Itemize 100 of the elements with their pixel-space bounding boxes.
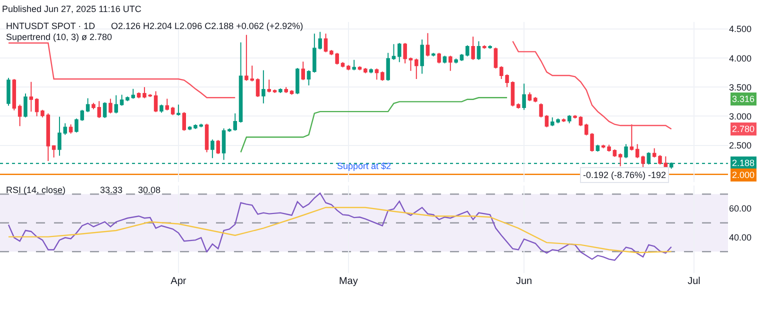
candlestick — [256, 78, 260, 98]
candlestick — [68, 124, 73, 134]
y-tick-label: 4.000 — [729, 53, 752, 64]
candlestick — [358, 66, 362, 71]
candlestick — [18, 104, 22, 127]
candlestick — [403, 42, 407, 64]
candlestick — [176, 104, 180, 116]
candlestick — [114, 94, 118, 114]
annotation: 30.08 — [138, 185, 161, 195]
candlestick — [386, 52, 390, 82]
candlestick — [278, 88, 282, 94]
candlestick — [40, 109, 44, 118]
y-tick-label: 40.00 — [729, 232, 752, 242]
x-tick-label: Jul — [688, 276, 700, 288]
candlestick — [267, 79, 271, 93]
candlestick — [160, 104, 164, 114]
candlestick — [630, 124, 634, 152]
candlestick — [578, 116, 583, 127]
candlestick — [567, 114, 572, 124]
candlestick — [596, 144, 600, 152]
y-tick-label: 2.500 — [729, 140, 752, 150]
candlestick — [476, 40, 481, 60]
annotation: 2.188 — [732, 158, 755, 168]
candlestick — [80, 109, 84, 122]
x-tick-label: May — [338, 276, 358, 288]
candlestick — [369, 68, 373, 74]
candlestick — [216, 140, 220, 155]
y-tick-label: 3.000 — [729, 111, 752, 122]
candlestick — [510, 80, 515, 107]
candlestick — [262, 70, 266, 104]
candlestick — [618, 152, 622, 167]
candlestick — [74, 118, 78, 133]
candlestick — [562, 118, 566, 123]
candlestick — [204, 123, 209, 153]
candlestick — [290, 90, 294, 96]
candlestick — [374, 68, 379, 80]
candlestick — [182, 112, 186, 132]
annotation: 2.780 — [732, 124, 755, 134]
y-tick-label: 4.500 — [729, 24, 752, 34]
candlestick — [522, 83, 526, 110]
candlestick — [12, 78, 16, 111]
candlestick — [24, 93, 28, 118]
candlestick — [420, 38, 424, 74]
annotation: Supertrend (10, 3) ø 2.780 — [6, 32, 112, 42]
candlestick — [165, 98, 170, 111]
candlestick — [63, 122, 68, 136]
candlestick — [533, 96, 538, 103]
candlestick — [154, 90, 158, 113]
x-tick-label: Apr — [170, 276, 187, 288]
candlestick — [516, 102, 520, 110]
candlestick — [414, 58, 418, 80]
candlestick — [46, 112, 50, 162]
candlestick — [460, 54, 464, 62]
y-tick-label: 60.00 — [729, 204, 752, 214]
line-series — [240, 97, 508, 153]
candlestick — [641, 155, 645, 168]
candlestick — [454, 58, 458, 64]
candlestick — [573, 114, 577, 120]
candlestick — [238, 42, 243, 124]
candlestick — [306, 70, 311, 86]
annotation: -0.192 (-8.76%) -192 — [583, 170, 666, 180]
y-tick-label: 3.500 — [729, 82, 752, 92]
candlestick — [86, 98, 90, 113]
annotation: 3.316 — [732, 94, 755, 104]
candlestick — [272, 88, 277, 94]
candlestick — [284, 86, 288, 94]
chart-title: RSI (14, close) — [6, 185, 66, 195]
candlestick — [131, 88, 136, 100]
chart-subtitle: Published Jun 27, 2025 11:16 UTC — [2, 4, 142, 14]
candlestick — [442, 55, 447, 64]
candlestick — [466, 44, 470, 57]
candlestick — [29, 81, 34, 112]
candlestick — [346, 64, 350, 71]
candlestick — [448, 55, 452, 72]
candlestick — [380, 70, 384, 82]
candlestick — [612, 148, 617, 158]
candlestick — [392, 44, 396, 60]
candlestick — [296, 67, 300, 95]
candlestick — [352, 59, 356, 71]
candlestick — [432, 52, 436, 57]
candlestick — [222, 128, 226, 160]
candlestick — [494, 47, 498, 70]
candlestick — [102, 102, 107, 118]
annotation: 33.33 — [100, 185, 123, 195]
candlestick — [136, 92, 141, 99]
candlestick — [52, 144, 56, 158]
candlestick — [624, 144, 628, 159]
candlestick — [210, 138, 214, 159]
candlestick — [301, 61, 305, 81]
candlestick — [108, 98, 112, 114]
candlestick — [408, 57, 413, 72]
candlestick — [120, 94, 124, 106]
candlestick — [652, 148, 656, 158]
ref-line-label: Support at $2 — [337, 161, 392, 171]
candlestick — [658, 154, 662, 165]
candlestick — [58, 116, 62, 156]
candlestick — [437, 52, 441, 64]
candlestick — [34, 98, 39, 117]
candlestick — [539, 102, 543, 118]
candlestick — [426, 32, 430, 57]
